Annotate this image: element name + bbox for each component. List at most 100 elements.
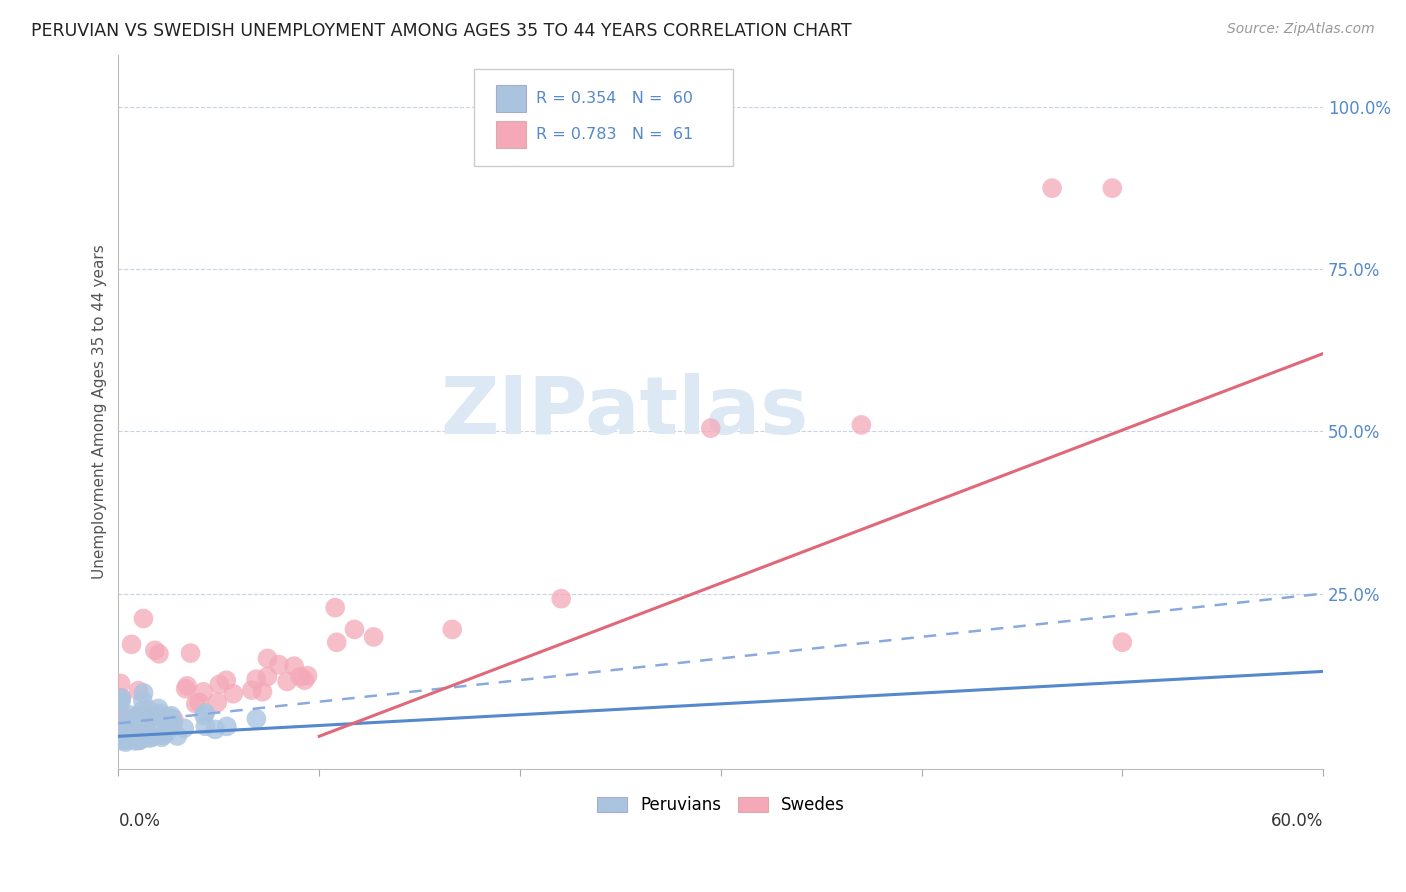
Point: [152, 728, 174, 742]
Point: [283, 659, 305, 673]
Point: [441, 623, 464, 637]
Point: [1111, 635, 1133, 649]
Point: [110, 694, 132, 708]
Point: [174, 681, 197, 696]
Text: 60.0%: 60.0%: [1271, 812, 1323, 830]
Point: [256, 651, 278, 665]
Point: [153, 714, 176, 728]
Point: [297, 668, 319, 682]
Point: [245, 672, 267, 686]
Point: [184, 697, 207, 711]
Point: [134, 718, 156, 732]
Point: [122, 728, 145, 742]
Point: [136, 703, 159, 717]
Point: [110, 727, 132, 741]
Point: [131, 704, 153, 718]
Point: [143, 643, 166, 657]
Point: [143, 722, 166, 736]
Text: 0.0%: 0.0%: [118, 812, 160, 830]
Point: [173, 721, 195, 735]
Point: [120, 719, 142, 733]
Point: [112, 724, 135, 739]
Point: [110, 725, 132, 739]
Point: [207, 696, 229, 710]
Point: [215, 673, 238, 688]
Point: [128, 733, 150, 747]
Point: [131, 716, 153, 731]
Point: [176, 679, 198, 693]
Point: [115, 733, 138, 747]
Point: [163, 713, 186, 727]
Point: [188, 695, 211, 709]
Point: [136, 710, 159, 724]
Point: [120, 729, 142, 743]
Point: [153, 727, 176, 741]
Point: [146, 708, 169, 723]
Point: [194, 706, 217, 720]
Point: [121, 716, 143, 731]
Point: [110, 690, 132, 705]
Point: [550, 591, 572, 606]
Point: [288, 670, 311, 684]
Text: PERUVIAN VS SWEDISH UNEMPLOYMENT AMONG AGES 35 TO 44 YEARS CORRELATION CHART: PERUVIAN VS SWEDISH UNEMPLOYMENT AMONG A…: [31, 22, 852, 40]
Point: [129, 718, 152, 732]
Y-axis label: Unemployment Among Ages 35 to 44 years: Unemployment Among Ages 35 to 44 years: [93, 244, 107, 579]
Point: [111, 733, 134, 747]
Point: [138, 731, 160, 745]
Point: [245, 712, 267, 726]
Point: [127, 725, 149, 739]
Point: [118, 708, 141, 723]
Point: [343, 623, 366, 637]
Point: [124, 718, 146, 732]
Point: [125, 729, 148, 743]
Point: [134, 724, 156, 739]
Point: [267, 657, 290, 672]
Point: [129, 721, 152, 735]
Point: [136, 714, 159, 729]
Point: [124, 718, 146, 732]
Point: [851, 417, 873, 432]
Point: [1101, 181, 1123, 195]
Point: [204, 723, 226, 737]
Point: [166, 729, 188, 743]
Point: [127, 709, 149, 723]
Point: [194, 719, 217, 733]
Point: [162, 714, 184, 729]
FancyBboxPatch shape: [495, 85, 526, 112]
Point: [111, 707, 134, 722]
Legend: Peruvians, Swedes: Peruvians, Swedes: [591, 789, 852, 821]
Text: R = 0.783   N =  61: R = 0.783 N = 61: [537, 127, 693, 142]
Text: ZIPatlas: ZIPatlas: [440, 373, 808, 451]
Point: [252, 684, 274, 698]
Point: [127, 683, 149, 698]
Point: [276, 674, 298, 689]
Point: [193, 685, 215, 699]
FancyBboxPatch shape: [474, 70, 733, 166]
Point: [222, 687, 245, 701]
Point: [700, 421, 723, 435]
Point: [148, 647, 170, 661]
Point: [215, 719, 238, 733]
Point: [112, 710, 135, 724]
Point: [115, 712, 138, 726]
Point: [124, 734, 146, 748]
Point: [129, 733, 152, 747]
Point: [107, 695, 129, 709]
Point: [124, 726, 146, 740]
Point: [110, 676, 132, 690]
Point: [148, 701, 170, 715]
Point: [240, 683, 263, 698]
Point: [193, 708, 215, 723]
Point: [132, 724, 155, 739]
Point: [108, 691, 131, 706]
Point: [1040, 181, 1063, 195]
Point: [294, 673, 316, 687]
FancyBboxPatch shape: [495, 120, 526, 148]
Point: [110, 706, 132, 720]
Point: [141, 731, 163, 745]
Point: [132, 686, 155, 700]
Point: [363, 630, 385, 644]
Text: R = 0.354   N =  60: R = 0.354 N = 60: [537, 91, 693, 106]
Point: [117, 726, 139, 740]
Point: [134, 720, 156, 734]
